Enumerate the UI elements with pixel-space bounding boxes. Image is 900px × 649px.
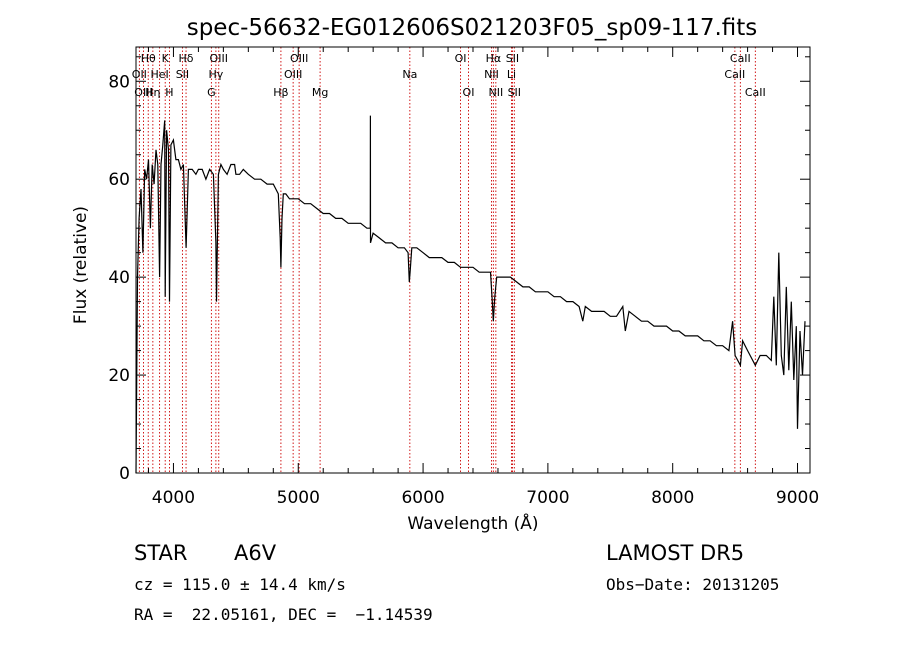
line-label: CaII (745, 86, 766, 99)
line-label: Hγ (208, 68, 223, 81)
object-class: STAR (134, 541, 188, 565)
line-label: Hα (486, 52, 502, 65)
line-label: OI (455, 52, 467, 65)
line-label: OIII (290, 52, 308, 65)
y-tick-label: 40 (108, 268, 130, 288)
x-axis: 4000 5000 6000 7000 8000 9000 (147, 47, 819, 508)
y-axis: 0 20 40 60 80 (108, 56, 810, 484)
x-tick-label: 8000 (651, 488, 694, 508)
line-markers (138, 47, 756, 473)
line-label: Hβ (273, 86, 288, 99)
line-label: SII (176, 68, 189, 81)
line-label: Na (402, 68, 417, 81)
line-label: HeI (150, 68, 168, 81)
line-label: Hη (145, 86, 160, 99)
line-label: Li (507, 68, 516, 81)
chart-title: spec-56632-EG012606S021203F05_sp09-117.f… (187, 15, 758, 41)
spectrum-series (135, 115, 806, 474)
line-label: H (165, 86, 173, 99)
y-tick-label: 60 (108, 170, 130, 190)
line-label: Hδ (179, 52, 194, 65)
survey-name: LAMOST DR5 (606, 541, 745, 565)
x-tick-label: 9000 (776, 488, 819, 508)
x-tick-label: 4000 (152, 488, 195, 508)
line-label: OI (463, 86, 475, 99)
redshift-readout: cz = 115.0 ± 14.4 km/s (134, 575, 346, 594)
x-axis-label: Wavelength (Å) (407, 512, 538, 534)
line-label: CaII (730, 52, 751, 65)
x-tick-label: 5000 (277, 488, 320, 508)
y-axis-label: Flux (relative) (71, 206, 91, 324)
y-tick-label: 20 (108, 366, 130, 386)
x-tick-label: 7000 (526, 488, 569, 508)
line-label: OII (132, 68, 147, 81)
object-subclass: A6V (234, 541, 277, 565)
line-label: SII (508, 86, 521, 99)
y-tick-label: 0 (119, 464, 130, 484)
x-tick-label: 6000 (401, 488, 444, 508)
line-label: OIII (134, 86, 152, 99)
line-label: Hθ (141, 52, 156, 65)
line-label: NII (484, 68, 499, 81)
line-label: NII (488, 86, 503, 99)
line-label: G (207, 86, 216, 99)
line-label: Mg (312, 86, 328, 99)
plot-frame (135, 46, 811, 474)
obs-date: Obs−Date: 20131205 (606, 575, 780, 594)
coordinates: RA = 22.05161, DEC = −1.14539 (134, 605, 433, 624)
y-tick-label: 80 (108, 72, 130, 92)
line-label: K (162, 52, 170, 65)
line-label: SII (506, 52, 519, 65)
line-label: CaII (724, 68, 745, 81)
line-label: OIII (284, 68, 302, 81)
line-label: OIII (210, 52, 228, 65)
